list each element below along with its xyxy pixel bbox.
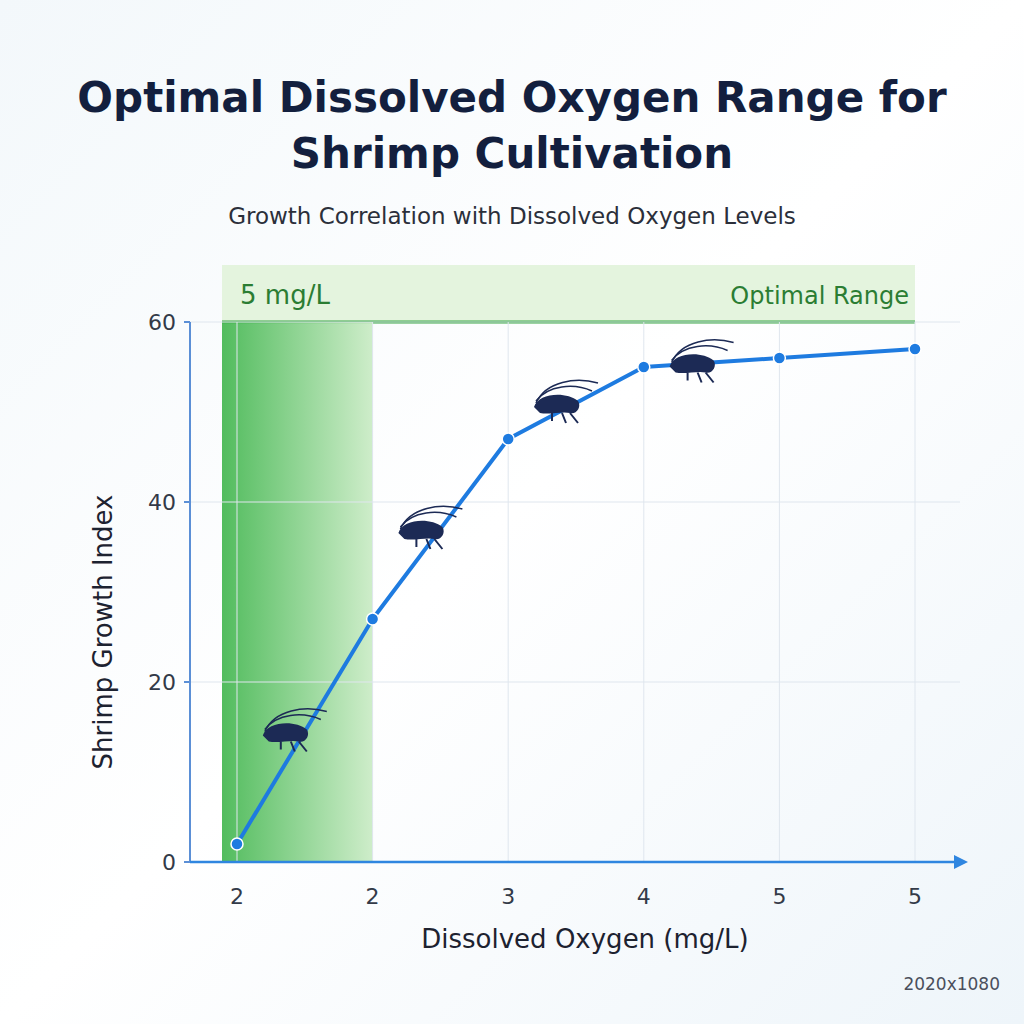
title-line: Shrimp Cultivation [291,129,733,178]
shrimp-body [263,723,308,742]
shrimp-antenna [265,709,327,732]
grid-line-x [237,322,238,862]
grid-line [190,862,960,863]
shrimp-antenna [400,506,462,529]
shrimp-icon [263,709,327,752]
data-point [638,361,650,373]
y-tick-label: 20 [148,670,176,695]
annotation: 5 mg/L [240,280,330,310]
shrimp-legs [552,413,578,423]
y-tick [184,321,190,323]
x-tick-label: 4 [637,884,651,909]
shrimp-legs [281,742,307,752]
chart-root: Optimal Dissolved Oxygen Range for Shrimp… [0,0,1024,1024]
grid-line [190,502,960,503]
shrimp-antenna [536,386,592,401]
grid-line-x [372,322,373,862]
y-tick [184,861,190,863]
y-axis-title: Shrimp Growth Index [88,495,118,770]
data-line [237,349,915,844]
x-tick-label: 3 [501,884,515,909]
y-tick [184,501,190,503]
shrimp-body [670,354,715,373]
grid-line [190,322,960,323]
footer: 2020x1080 [903,974,1000,994]
data-point [773,352,785,364]
x-tick-label: 2 [230,884,244,909]
grid-line-x [508,322,509,862]
shrimp-icon [670,340,734,383]
shrimp-antenna [536,380,598,403]
data-point [231,838,243,850]
background [0,0,1024,1024]
x-tick-label: 2 [366,884,380,909]
grid-line-x [643,322,644,862]
annotation: Optimal Range [730,282,909,310]
x-tick-label: 5 [772,884,786,909]
x-tick-label: 5 [908,884,922,909]
x-axis [190,861,960,864]
data-point [909,343,921,355]
y-tick [184,681,190,683]
grid-line-x [779,322,780,862]
y-tick-label: 60 [148,310,176,335]
shrimp-legs [688,373,714,383]
shrimp-icon [398,506,462,549]
shrimp-body [534,395,579,414]
y-tick-label: 40 [148,490,176,515]
shrimp-antenna [265,715,321,730]
data-group [231,340,921,850]
shrimp-antenna [672,346,728,361]
data-point [502,433,514,445]
data-point [367,613,379,625]
optimal-band-header [222,265,915,322]
grid-line-x [915,322,916,862]
shrimp-body [398,521,443,540]
shrimp-antenna [400,512,456,527]
x-axis-arrow [954,855,968,869]
y-tick-label: 0 [162,850,176,875]
shrimp-antenna [672,340,734,363]
subtitle: Growth Correlation with Dissolved Oxygen… [228,203,796,229]
shrimp-icon [534,380,598,423]
title-line: Optimal Dissolved Oxygen Range for [77,73,947,122]
shrimp-legs [416,539,442,549]
x-axis-title: Dissolved Oxygen (mg/L) [421,924,748,954]
optimal-region [222,322,373,862]
grid-line [190,682,960,683]
y-axis [189,322,191,862]
title: Optimal Dissolved Oxygen Range for Shrimp… [77,73,947,178]
